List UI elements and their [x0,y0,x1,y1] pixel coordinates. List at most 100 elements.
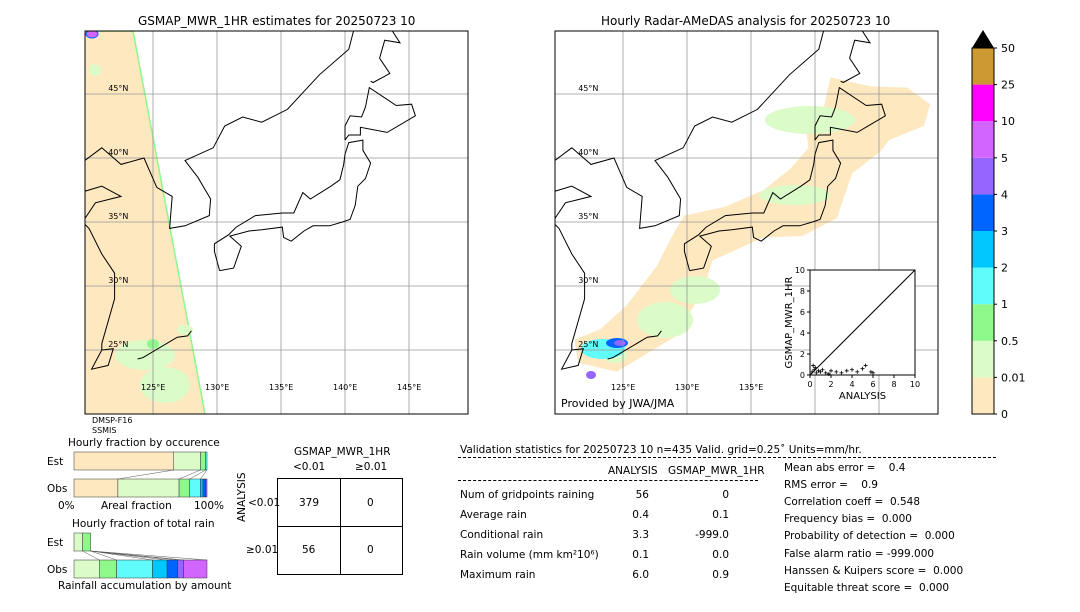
occurrence-title: Hourly fraction by occurence [68,437,220,449]
stat-row-label: Maximum rain [460,569,536,581]
scatter-point [811,363,816,368]
colorbar-segment [972,194,994,231]
contingency-title: GSMAP_MWR_1HR [294,446,391,458]
map-frame [84,30,469,415]
cell-misses: 56 [302,544,316,556]
colorbar: 0 0.01 0.5 1 2 3 4 5 10 25 50 [971,30,1026,421]
coastline [344,86,417,141]
diagonal-line [809,269,916,376]
provider-label: Provided by JWA/JMA [561,397,675,410]
contingency-row-label: ANALYSIS [236,472,248,522]
scatter-point [844,368,849,373]
score-item: Equitable threat score = 0.000 [784,581,950,594]
bar-segment [200,478,204,498]
colorbar-label: 1 [1001,298,1008,311]
colorbar-segment [972,48,994,85]
colorbar-segment [972,304,994,341]
score-item: Mean abs error = 0.4 [784,462,906,474]
light-rain-area [177,325,193,335]
light-rain-area [760,185,830,205]
connector-line [200,469,208,480]
bar-segment [178,478,190,498]
connector-line [90,550,208,561]
bar-segment [99,559,117,579]
satellite-label: DMSP-F16 SSMIS [92,416,132,436]
colorbar-label: 3 [1001,225,1008,238]
stat-row-gsmap: 0.0 [712,549,729,561]
stat-row-gsmap: -999.0 [695,529,729,541]
lat-tick-label: 40°N [108,148,128,157]
scatter-point [812,367,817,372]
occ-100-tick: 100% [194,500,225,512]
colorbar-segment [972,84,994,122]
colorbar-segment [972,340,994,378]
lat-tick-label: 40°N [578,148,598,157]
coastline [85,31,355,370]
connector-line [189,469,206,480]
rain-swath-no-rain [85,31,206,414]
connector-line [82,550,100,561]
coastline [814,86,887,141]
rainfrac-xlabel: Rainfall accumulation by amount [58,580,232,592]
lon-tick-label: 135°E [739,383,763,392]
colorbar-segment [972,121,994,158]
occ-obs-label: Obs [47,483,68,495]
stat-row-analysis: 0.4 [632,509,649,521]
contingency-col-1: <0.01 [293,461,326,473]
y-tick-label: 6 [800,308,805,317]
lat-tick-label: 45°N [108,84,128,93]
colorbar-label: 25 [1001,79,1015,92]
bar-segment [173,451,201,471]
scatter-xlabel: ANALYSIS [839,391,886,402]
coastline [370,31,402,84]
y-tick-label: 10 [795,266,805,275]
bar-segment [73,559,100,579]
bar-segment [152,559,168,579]
lon-tick-label: 125°E [141,383,165,392]
y-tick-label: 8 [800,287,805,296]
rain-est-label: Est [47,537,64,549]
satellite-name: DMSP-F16 [92,416,133,425]
bar-segment [73,478,119,498]
coastline [683,139,842,272]
stats-header: Validation statistics for 20250723 10 n=… [460,444,862,456]
stat-row-label: Average rain [460,509,527,521]
colorbar-segment [972,267,994,305]
bar-segment [200,451,206,471]
coastline [137,330,192,360]
scatter-point [863,363,868,368]
lon-tick-label: 130°E [675,383,699,392]
connector-line [90,550,117,561]
score-item: RMS error = 0.9 [784,479,878,492]
scatter-point [839,370,844,375]
occ-est-label: Est [47,456,64,468]
y-tick-label: 2 [800,350,805,359]
scatter-point [829,368,833,373]
light-rain-area [89,64,101,76]
stat-row-gsmap: 0.1 [712,509,729,521]
contingency-row-2: ≥0.01 [246,544,279,556]
x-tick-label: 8 [891,380,896,389]
connector-line [178,469,201,480]
scatter-point [814,370,819,375]
coastline [840,31,872,84]
scatter-point [823,370,828,375]
colorbar-label: 0.5 [1001,335,1019,348]
fraction-bars [73,451,208,579]
x-tick-label: 2 [828,380,833,389]
scatter-point [818,369,823,374]
lon-tick-label: 130°E [205,383,229,392]
y-tick-label: 4 [800,329,805,338]
coastline [213,139,372,272]
scatter-point [820,367,825,372]
connector-line [117,469,174,480]
lat-tick-label: 25°N [578,340,598,349]
stat-row-label: Conditional rain [460,529,544,541]
colorbar-label: 2 [1001,262,1008,275]
bar-segment [202,478,206,498]
cell-hits: 0 [367,544,374,556]
scatter-point [860,366,865,371]
connector-line [90,550,153,561]
stat-row-analysis: 0.1 [632,549,649,561]
